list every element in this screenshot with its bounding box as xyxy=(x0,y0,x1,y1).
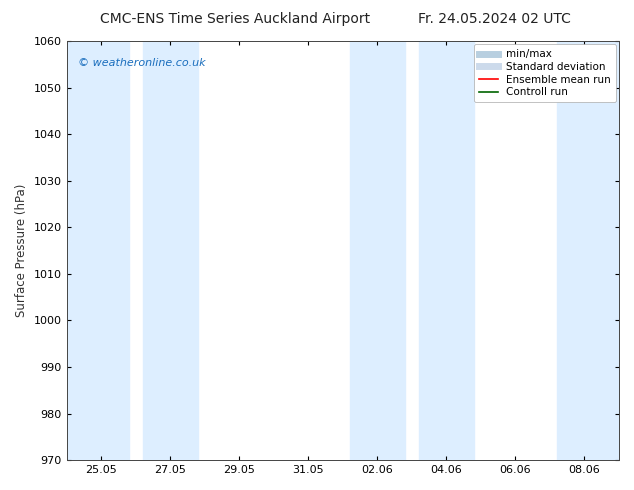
Bar xyxy=(350,41,405,460)
Text: CMC-ENS Time Series Auckland Airport: CMC-ENS Time Series Auckland Airport xyxy=(100,12,370,26)
Bar xyxy=(418,41,474,460)
Bar xyxy=(67,41,129,460)
Y-axis label: Surface Pressure (hPa): Surface Pressure (hPa) xyxy=(15,184,28,318)
Text: © weatheronline.co.uk: © weatheronline.co.uk xyxy=(77,58,205,68)
Bar xyxy=(557,41,619,460)
Legend: min/max, Standard deviation, Ensemble mean run, Controll run: min/max, Standard deviation, Ensemble me… xyxy=(474,44,616,102)
Text: Fr. 24.05.2024 02 UTC: Fr. 24.05.2024 02 UTC xyxy=(418,12,571,26)
Bar xyxy=(143,41,198,460)
